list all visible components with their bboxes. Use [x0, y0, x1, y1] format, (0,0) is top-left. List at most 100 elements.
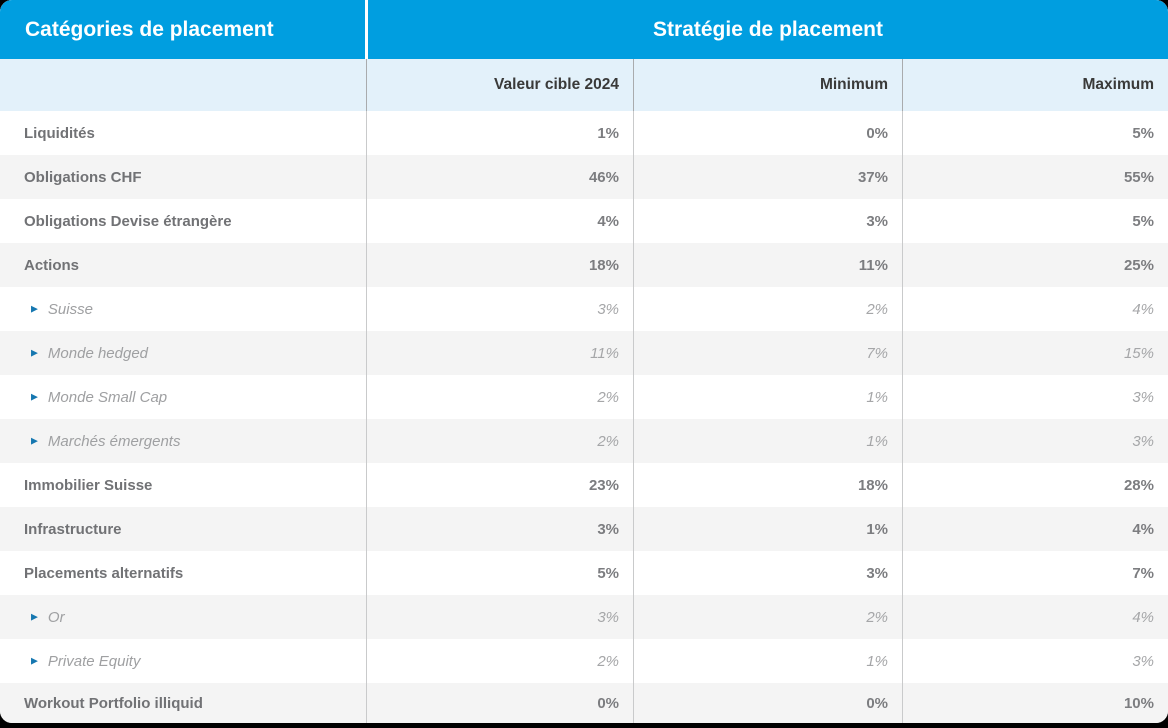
category-cell: ▶ Private Equity	[0, 639, 366, 683]
maximum-value: 7%	[902, 551, 1168, 595]
category-cell: ▶ Suisse	[0, 287, 366, 331]
category-label: Infrastructure	[24, 520, 122, 538]
maximum-value: 15%	[902, 331, 1168, 375]
target-value: 5%	[366, 551, 633, 595]
category-cell: Infrastructure	[0, 507, 366, 551]
target-value: 0%	[366, 683, 633, 723]
category-label: Actions	[24, 256, 80, 274]
maximum-value: 5%	[902, 199, 1168, 243]
column-header-category	[0, 59, 366, 111]
minimum-value: 1%	[633, 507, 902, 551]
maximum-value: 4%	[902, 595, 1168, 639]
table-body: Liquidités 1% 0% 5% Obligations CHF 46% 37% 55%…	[0, 111, 1168, 723]
maximum-value: 25%	[902, 243, 1168, 287]
maximum-value: 4%	[902, 287, 1168, 331]
target-value: 2%	[366, 639, 633, 683]
category-label: Workout Portfolio illiquid	[24, 694, 203, 712]
category-cell: ▶ Or	[0, 595, 366, 639]
category-cell: Liquidités	[0, 111, 366, 155]
maximum-value: 10%	[902, 683, 1168, 723]
table-row: ▶ Monde Small Cap 2% 1% 3%	[0, 375, 1168, 419]
category-cell: ▶ Monde Small Cap	[0, 375, 366, 419]
table-row: ▶ Marchés émergents 2% 1% 3%	[0, 419, 1168, 463]
table-row: Liquidités 1% 0% 5%	[0, 111, 1168, 155]
category-cell: ▶ Monde hedged	[0, 331, 366, 375]
target-value: 4%	[366, 199, 633, 243]
triangle-bullet-icon: ▶	[31, 655, 38, 665]
table-row: Workout Portfolio illiquid 0% 0% 10%	[0, 683, 1168, 723]
target-value: 1%	[366, 111, 633, 155]
minimum-value: 3%	[633, 199, 902, 243]
column-group-strategy: Stratégie de placement	[368, 0, 1168, 59]
minimum-value: 0%	[633, 683, 902, 723]
minimum-value: 3%	[633, 551, 902, 595]
table-row: ▶ Suisse 3% 2% 4%	[0, 287, 1168, 331]
column-headers: Valeur cible 2024 Minimum Maximum	[0, 59, 1168, 111]
category-label: Liquidités	[24, 124, 95, 142]
minimum-value: 1%	[633, 639, 902, 683]
table-row: ▶ Or 3% 2% 4%	[0, 595, 1168, 639]
minimum-value: 11%	[633, 243, 902, 287]
minimum-value: 1%	[633, 375, 902, 419]
maximum-value: 3%	[902, 639, 1168, 683]
triangle-bullet-icon: ▶	[31, 611, 38, 621]
table-row: Obligations CHF 46% 37% 55%	[0, 155, 1168, 199]
maximum-value: 55%	[902, 155, 1168, 199]
category-label: Suisse	[47, 300, 93, 318]
target-value: 2%	[366, 375, 633, 419]
minimum-value: 37%	[633, 155, 902, 199]
target-value: 18%	[366, 243, 633, 287]
target-value: 11%	[366, 331, 633, 375]
category-label: Marchés émergents	[47, 432, 181, 450]
column-header-maximum: Maximum	[902, 59, 1168, 111]
category-label: Monde Small Cap	[47, 388, 168, 406]
table-header: Catégories de placement Stratégie de pla…	[0, 0, 1168, 59]
target-value: 2%	[366, 419, 633, 463]
table-row: Actions 18% 11% 25%	[0, 243, 1168, 287]
minimum-value: 2%	[633, 595, 902, 639]
table-row: Immobilier Suisse 23% 18% 28%	[0, 463, 1168, 507]
category-cell: Obligations Devise étrangère	[0, 199, 366, 243]
table-row: ▶ Private Equity 2% 1% 3%	[0, 639, 1168, 683]
category-label: Obligations Devise étrangère	[24, 212, 232, 230]
maximum-value: 28%	[902, 463, 1168, 507]
column-header-minimum: Minimum	[633, 59, 902, 111]
table-row: ▶ Monde hedged 11% 7% 15%	[0, 331, 1168, 375]
maximum-value: 5%	[902, 111, 1168, 155]
triangle-bullet-icon: ▶	[31, 391, 38, 401]
minimum-value: 18%	[633, 463, 902, 507]
minimum-value: 7%	[633, 331, 902, 375]
maximum-value: 3%	[902, 375, 1168, 419]
minimum-value: 2%	[633, 287, 902, 331]
triangle-bullet-icon: ▶	[31, 303, 38, 313]
table-row: Placements alternatifs 5% 3% 7%	[0, 551, 1168, 595]
header-divider	[365, 0, 368, 59]
category-cell: Workout Portfolio illiquid	[0, 683, 366, 723]
maximum-value: 3%	[902, 419, 1168, 463]
category-cell: Obligations CHF	[0, 155, 366, 199]
target-value: 3%	[366, 595, 633, 639]
target-value: 23%	[366, 463, 633, 507]
table-row: Infrastructure 3% 1% 4%	[0, 507, 1168, 551]
column-group-categories: Catégories de placement	[0, 0, 365, 59]
category-label: Placements alternatifs	[24, 564, 184, 582]
category-cell: Immobilier Suisse	[0, 463, 366, 507]
triangle-bullet-icon: ▶	[31, 435, 38, 445]
target-value: 46%	[366, 155, 633, 199]
target-value: 3%	[366, 287, 633, 331]
minimum-value: 0%	[633, 111, 902, 155]
minimum-value: 1%	[633, 419, 902, 463]
category-label: Obligations CHF	[24, 168, 142, 186]
column-header-target: Valeur cible 2024	[366, 59, 633, 111]
category-cell: Actions	[0, 243, 366, 287]
category-label: Or	[47, 608, 65, 626]
table-row: Obligations Devise étrangère 4% 3% 5%	[0, 199, 1168, 243]
category-cell: Placements alternatifs	[0, 551, 366, 595]
target-value: 3%	[366, 507, 633, 551]
category-label: Private Equity	[47, 652, 141, 670]
category-label: Immobilier Suisse	[24, 476, 153, 494]
category-label: Monde hedged	[47, 344, 149, 362]
maximum-value: 4%	[902, 507, 1168, 551]
category-cell: ▶ Marchés émergents	[0, 419, 366, 463]
